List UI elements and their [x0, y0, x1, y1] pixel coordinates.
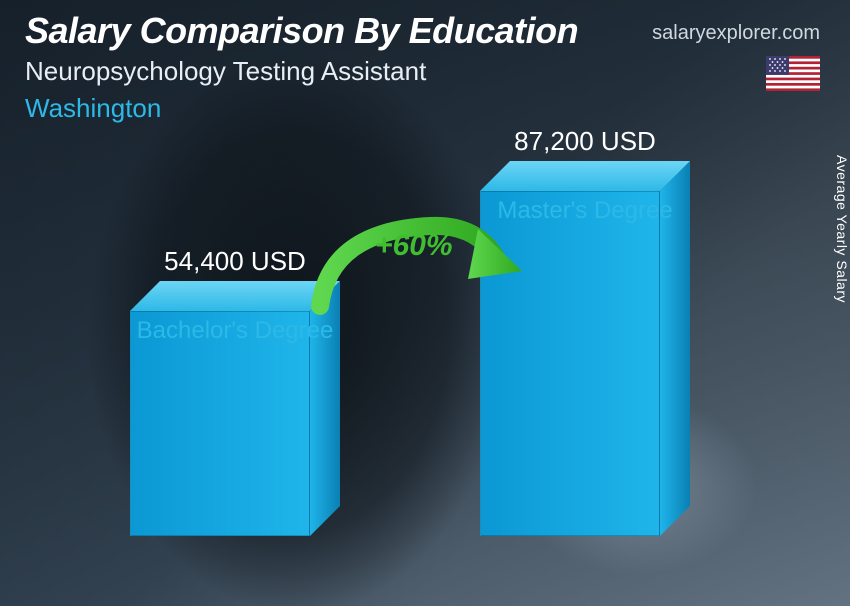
subtitle: Neuropsychology Testing Assistant	[25, 56, 825, 87]
y-axis-label: Average Yearly Salary	[834, 155, 850, 303]
value-label: 87,200 USD	[455, 126, 715, 157]
bar-bachelors: Bachelor's Degree	[130, 311, 340, 536]
brand-label: salaryexplorer.com	[652, 22, 820, 45]
percent-increase: +60%	[375, 229, 453, 263]
location-label: Washington	[25, 93, 825, 124]
us-flag-icon	[766, 56, 820, 91]
bar-chart: Bachelor's Degree 54,400 USD Master's De…	[0, 156, 790, 576]
